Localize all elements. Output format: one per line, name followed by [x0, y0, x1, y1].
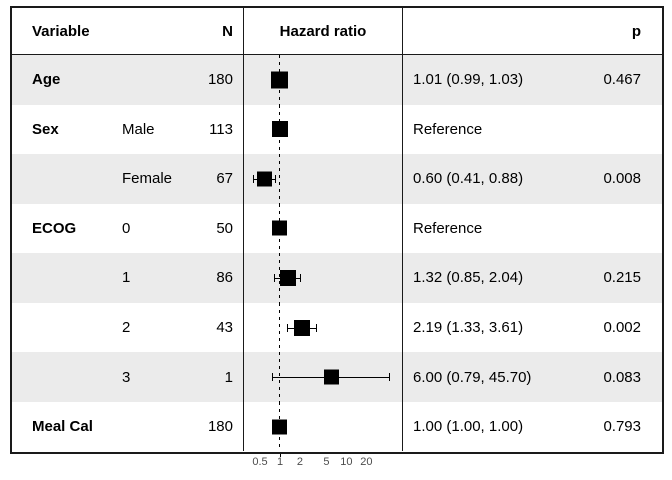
reference-line [279, 302, 280, 353]
confidence-interval-cap [316, 323, 318, 332]
table-row: 1 86 1.32 (0.85, 2.04) 0.215 [12, 253, 662, 303]
variable-level-cell: 1 [122, 269, 131, 287]
confidence-interval-cap [272, 373, 274, 382]
n-count-cell: 180 [207, 418, 233, 436]
p-value: 0.008 [603, 170, 641, 188]
variable-level-cell: 2 [122, 319, 131, 336]
forest-plot-table: Variable N Hazard ratio p Age 180 1.01 (0.… [10, 6, 664, 454]
table-header-row: Variable N Hazard ratio p [12, 8, 662, 55]
hazard-ratio-plot-cell [243, 154, 402, 204]
hr-ci-text: 1.32 (0.85, 2.04) [413, 269, 524, 287]
header-hazard-ratio-label: Hazard ratio [279, 22, 367, 40]
table-row: ECOG 0 50 Reference [12, 203, 662, 254]
n-count-cell: 113 [209, 120, 233, 138]
variable-level-cell: 3 [122, 368, 131, 386]
table-row: 3 1 6.00 (0.79, 45.70) 0.083 [12, 352, 662, 402]
hr-text-and-p-cell: Reference [402, 104, 662, 155]
x-axis: 0.5 1 2 5 10 20 [245, 456, 403, 471]
header-right-section: p [402, 8, 662, 54]
p-value: 0.002 [603, 319, 641, 336]
table-row: 2 43 2.19 (1.33, 3.61) 0.002 [12, 302, 662, 353]
hr-text-and-p-cell: 2.19 (1.33, 3.61) 0.002 [402, 302, 662, 353]
point-estimate-marker [257, 171, 273, 187]
hr-text-and-p-cell: 1.00 (1.00, 1.00) 0.793 [402, 401, 662, 452]
axis-tick-label: 2 [296, 456, 304, 468]
variable-name-cell: Age [32, 71, 61, 89]
n-count-cell: 180 [207, 71, 233, 89]
n-count-cell: 1 [224, 368, 233, 386]
hr-ci-text: 1.00 (1.00, 1.00) [413, 418, 524, 436]
header-hazard-ratio: Hazard ratio [243, 8, 402, 54]
variable-level-cell: Female [122, 170, 173, 188]
n-count-cell: 67 [216, 170, 233, 188]
axis-tick-label: 20 [360, 456, 373, 468]
confidence-interval-cap [299, 273, 301, 282]
p-value: 0.083 [603, 368, 641, 386]
confidence-interval-cap [275, 174, 277, 183]
hazard-ratio-plot-cell [243, 401, 402, 452]
header-n: N [222, 22, 233, 40]
point-estimate-marker [272, 220, 287, 236]
hazard-ratio-plot-cell [243, 203, 402, 254]
hazard-ratio-plot-cell [243, 55, 402, 105]
table-row: Meal Cal 180 1.00 (1.00, 1.00) 0.793 [12, 401, 662, 452]
table-row: Age 180 1.01 (0.99, 1.03) 0.467 [12, 55, 662, 105]
variable-level-cell: Male [122, 120, 155, 138]
hr-ci-text: 0.60 (0.41, 0.88) [413, 170, 524, 188]
p-value: 0.793 [603, 418, 641, 436]
hr-text-and-p-cell: 1.01 (0.99, 1.03) 0.467 [402, 55, 662, 105]
variable-level-cell: 0 [122, 219, 131, 237]
n-count-cell: 43 [216, 319, 233, 336]
table-row: Female 67 0.60 (0.41, 0.88) 0.008 [12, 154, 662, 204]
n-count-cell: 50 [216, 219, 233, 237]
hr-text-and-p-cell: Reference [402, 203, 662, 254]
hr-ci-text: Reference [413, 120, 483, 138]
point-estimate-marker [271, 71, 289, 89]
p-value: 0.215 [603, 269, 641, 287]
hr-ci-text: 2.19 (1.33, 3.61) [413, 319, 524, 336]
variable-name-cell: Sex [32, 120, 59, 138]
point-estimate-marker [279, 269, 296, 286]
axis-tick-label: 10 [340, 456, 353, 468]
header-p: p [631, 22, 641, 40]
hazard-ratio-plot-cell [243, 302, 402, 353]
hr-text-and-p-cell: 1.32 (0.85, 2.04) 0.215 [402, 253, 662, 303]
axis-tick-label: 1 [276, 456, 284, 468]
confidence-interval-cap [274, 273, 276, 282]
reference-line-axis-tick [279, 454, 281, 459]
reference-line [279, 154, 280, 204]
hr-ci-text: 1.01 (0.99, 1.03) [413, 71, 524, 89]
axis-tick-label: 0.5 [252, 456, 268, 468]
point-estimate-marker [323, 369, 339, 385]
variable-name-cell: ECOG [32, 219, 77, 237]
hr-ci-text: 6.00 (0.79, 45.70) [413, 368, 532, 386]
n-count-cell: 86 [216, 269, 233, 287]
confidence-interval-cap [389, 373, 391, 382]
point-estimate-marker [294, 319, 311, 336]
p-value: 0.467 [603, 71, 641, 89]
confidence-interval-cap [287, 323, 289, 332]
point-estimate-marker [272, 419, 287, 435]
hazard-ratio-plot-cell [243, 104, 402, 155]
confidence-interval-cap [253, 174, 255, 183]
hazard-ratio-plot-cell [243, 352, 402, 402]
hr-text-and-p-cell: 0.60 (0.41, 0.88) 0.008 [402, 154, 662, 204]
table-body: Age 180 1.01 (0.99, 1.03) 0.467 Sex Male 113 Re… [12, 55, 662, 452]
table-row: Sex Male 113 Reference [12, 104, 662, 155]
hazard-ratio-plot-cell [243, 253, 402, 303]
axis-tick-label: 5 [323, 456, 330, 468]
hr-ci-text: Reference [413, 219, 483, 237]
header-variable: Variable [32, 22, 90, 40]
point-estimate-marker [271, 121, 288, 138]
variable-name-cell: Meal Cal [32, 418, 93, 436]
hr-text-and-p-cell: 6.00 (0.79, 45.70) 0.083 [402, 352, 662, 402]
